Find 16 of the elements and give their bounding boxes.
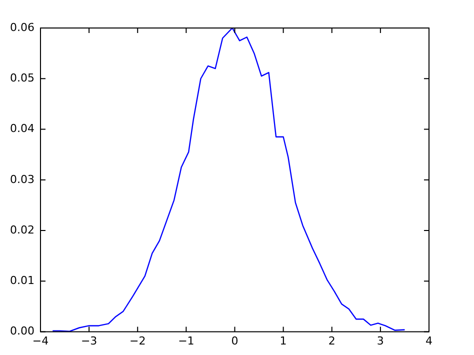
x-tick-label: 3 (376, 334, 384, 348)
y-tick-label: 0.02 (10, 223, 34, 236)
x-tick-label: 0 (231, 334, 238, 348)
y-tick-label: 0.00 (10, 324, 34, 338)
y-tick-label: 0.01 (10, 274, 34, 288)
x-tick-label: 1 (280, 334, 287, 348)
y-tick-label: 0.04 (10, 122, 34, 136)
x-tick-label: −2 (130, 334, 146, 348)
x-tick-label: −1 (178, 334, 194, 348)
y-tick-label: 0.06 (10, 20, 34, 34)
y-tick-label: 0.05 (10, 71, 34, 84)
x-tick-label: −3 (80, 334, 98, 348)
x-tick-label: −4 (32, 334, 49, 348)
x-tick-label: 4 (426, 334, 432, 348)
y-tick-label: 0.03 (10, 172, 34, 186)
x-tick-label: 2 (328, 334, 336, 348)
